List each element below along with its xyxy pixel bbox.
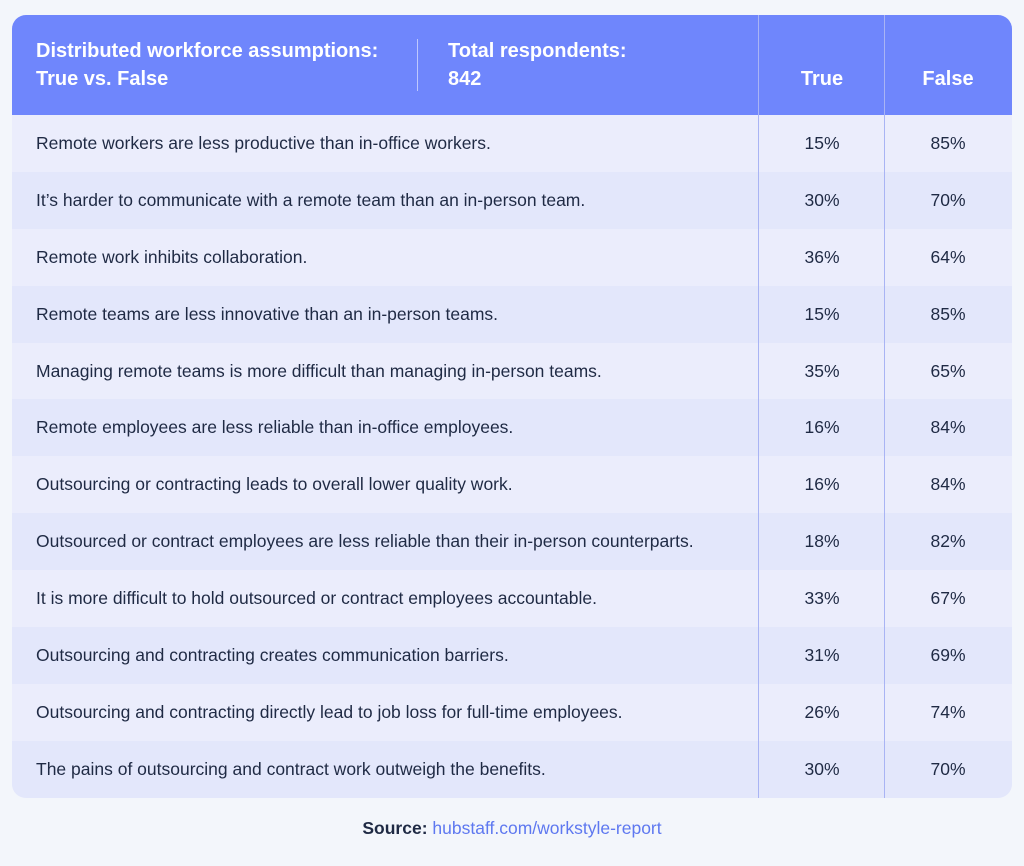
table-row: Remote employees are less reliable than … — [12, 399, 1012, 457]
row-true-value: 16% — [804, 417, 840, 438]
row-false-value: 70% — [930, 758, 966, 779]
row-statement: Remote work inhibits collaboration. — [36, 246, 308, 267]
header-divider — [417, 39, 418, 91]
row-true-value: 36% — [804, 246, 840, 267]
table-body: Remote workers are less productive than … — [12, 115, 1012, 798]
row-statement: It’s harder to communicate with a remote… — [36, 189, 586, 210]
table-row: Outsourced or contract employees are les… — [12, 513, 1012, 571]
row-true-value: 31% — [804, 645, 840, 666]
table-row: It’s harder to communicate with a remote… — [12, 171, 1012, 229]
row-false-value: 70% — [930, 189, 966, 210]
table-row: It is more difficult to hold outsourced … — [12, 570, 1012, 628]
respondents-count: 842 — [448, 68, 482, 90]
row-statement: Outsourced or contract employees are les… — [36, 531, 694, 552]
row-statement: It is more difficult to hold outsourced … — [36, 588, 597, 609]
row-true-value: 30% — [804, 758, 840, 779]
row-false-value: 85% — [930, 133, 966, 153]
row-false-value: 84% — [930, 474, 966, 495]
row-false-value: 69% — [930, 645, 966, 666]
table-row: Remote workers are less productive than … — [12, 115, 1012, 172]
row-statement: Remote teams are less innovative than an… — [36, 303, 499, 324]
source-line: Source: hubstaff.com/workstyle-report — [0, 818, 1024, 839]
table-row: Outsourcing or contracting leads to over… — [12, 456, 1012, 514]
column-divider-false — [884, 15, 885, 798]
table-row: Outsourcing and contracting creates comm… — [12, 627, 1012, 684]
source-label: Source: — [362, 818, 428, 838]
row-false-value: 84% — [930, 417, 966, 438]
column-header-true: True — [800, 68, 844, 90]
table-row: Outsourcing and contracting directly lea… — [12, 683, 1012, 741]
row-false-value: 85% — [930, 303, 966, 324]
table-row: Remote work inhibits collaboration. 36% 64… — [12, 228, 1012, 286]
row-statement: The pains of outsourcing and contract wo… — [36, 758, 546, 779]
row-false-value: 74% — [930, 701, 966, 722]
row-true-value: 18% — [804, 531, 840, 552]
table-title: Distributed workforce assumptions: True … — [36, 40, 379, 90]
row-false-value: 82% — [930, 531, 966, 552]
row-statement: Remote workers are less productive than … — [36, 133, 491, 153]
row-true-value: 15% — [804, 303, 840, 324]
row-true-value: 30% — [804, 189, 840, 210]
respondents-label: Total respondents: — [448, 40, 627, 62]
row-statement: Managing remote teams is more difficult … — [36, 360, 602, 381]
row-true-value: 15% — [804, 133, 840, 153]
source-link[interactable]: hubstaff.com/workstyle-report — [432, 818, 662, 838]
survey-table: Distributed workforce assumptions: True … — [12, 15, 1012, 798]
row-false-value: 64% — [930, 246, 966, 267]
row-true-value: 33% — [804, 588, 840, 609]
table-row: Remote teams are less innovative than an… — [12, 285, 1012, 343]
table-header: Distributed workforce assumptions: True … — [12, 15, 1012, 115]
row-true-value: 16% — [804, 474, 840, 495]
row-statement: Outsourcing and contracting creates comm… — [36, 645, 509, 666]
row-statement: Outsourcing and contracting directly lea… — [36, 701, 623, 722]
row-statement: Outsourcing or contracting leads to over… — [36, 474, 513, 495]
table-row: Managing remote teams is more difficult … — [12, 342, 1012, 400]
table-row: The pains of outsourcing and contract wo… — [12, 740, 1012, 798]
row-false-value: 65% — [930, 360, 966, 381]
respondents-block: Total respondents: 842 — [448, 37, 748, 93]
row-true-value: 26% — [804, 701, 840, 722]
row-true-value: 35% — [804, 360, 840, 381]
column-divider-true — [758, 15, 759, 798]
row-statement: Remote employees are less reliable than … — [36, 417, 514, 438]
row-false-value: 67% — [930, 588, 966, 609]
column-header-false: False — [922, 68, 974, 90]
